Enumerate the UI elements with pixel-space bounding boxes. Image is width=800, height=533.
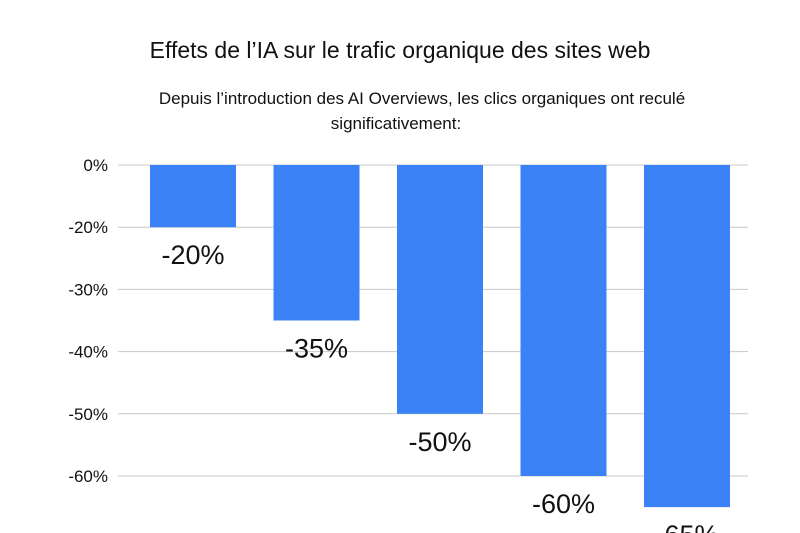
bar-value-label: -65% — [655, 520, 718, 533]
chart-subtitle-line-1: Depuis l’introduction des AI Overviews, … — [159, 89, 685, 108]
y-tick-label: -30% — [68, 280, 108, 299]
y-tick-label: -50% — [68, 405, 108, 424]
y-tick-label: -40% — [68, 343, 108, 362]
y-axis-ticks: 0% -20% -30% -40% -50% -60% — [68, 156, 108, 486]
y-tick-label: -60% — [68, 467, 108, 486]
bar — [520, 165, 607, 476]
bar-value-label: -20% — [161, 240, 224, 270]
y-tick-label: 0% — [83, 156, 108, 175]
bar — [273, 165, 360, 321]
bar-value-label: -50% — [408, 427, 471, 457]
bar — [397, 165, 483, 414]
bar-value-label: -60% — [532, 489, 595, 519]
data-labels: -20% -35% -50% -60% -65% — [161, 240, 718, 533]
bar — [644, 165, 730, 508]
chart-title: Effets de l’IA sur le trafic organique d… — [150, 37, 651, 63]
bar — [150, 165, 236, 228]
bars — [150, 165, 730, 508]
chart-subtitle-line-2: significativement: — [331, 114, 461, 133]
y-tick-label: -20% — [68, 218, 108, 237]
bar-value-label: -35% — [285, 334, 348, 364]
